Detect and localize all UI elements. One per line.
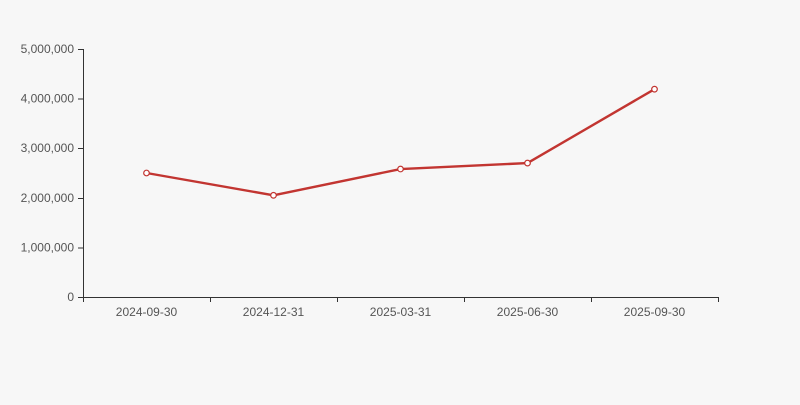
x-axis-tick-label: 2025-09-30 xyxy=(624,305,686,319)
data-point-marker[interactable] xyxy=(524,159,531,167)
x-axis-tick-label: 2024-12-31 xyxy=(243,305,305,319)
y-axis-tick-label: 1,000,000 xyxy=(21,240,75,254)
x-axis-tick-label: 2024-09-30 xyxy=(116,305,178,319)
y-axis-tick-label: 0 xyxy=(67,290,74,304)
data-point-marker[interactable] xyxy=(143,169,150,177)
y-axis-tick-label: 5,000,000 xyxy=(21,42,75,56)
y-axis-tick-label: 3,000,000 xyxy=(21,141,75,155)
x-axis-tick-label: 2025-06-30 xyxy=(497,305,559,319)
series-line xyxy=(145,87,656,197)
data-point-marker[interactable] xyxy=(270,191,277,199)
x-axis-tick-label: 2025-03-31 xyxy=(370,305,432,319)
data-point-marker[interactable] xyxy=(397,165,404,173)
data-point-marker[interactable] xyxy=(651,85,658,93)
y-axis-tick-label: 2,000,000 xyxy=(21,191,75,205)
y-axis-tick-label: 4,000,000 xyxy=(21,92,75,106)
